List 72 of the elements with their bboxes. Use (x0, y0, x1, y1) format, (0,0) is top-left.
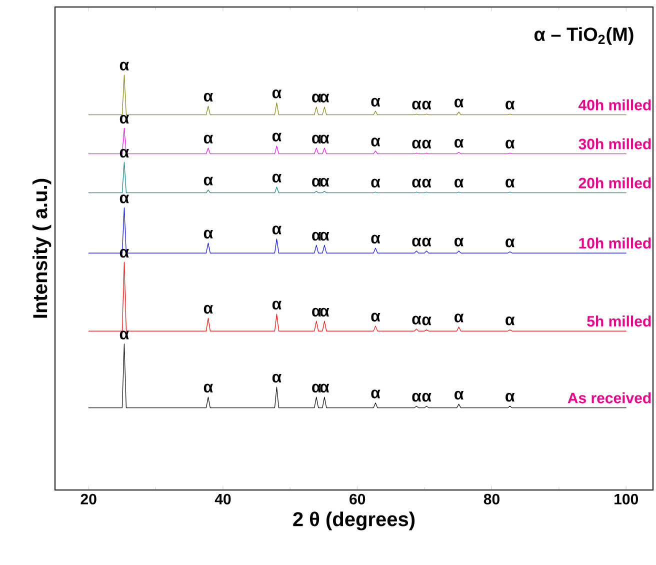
annotation: α (320, 134, 330, 144)
series-label: 30h milled (578, 138, 651, 150)
annotation: α (320, 178, 330, 187)
annotation: α (120, 114, 129, 124)
annotation: α (371, 234, 380, 244)
series-label: 20h milled (578, 177, 651, 188)
annotation: α (412, 178, 422, 188)
annotation: α (312, 178, 322, 187)
annotation: α (320, 308, 330, 317)
annotation: α (312, 134, 322, 144)
annotation: α (422, 140, 432, 149)
annotation: α (506, 392, 515, 402)
y-axis-title: Intensity ( a.u.) (32, 178, 52, 318)
annotation: α (320, 232, 330, 241)
x-axis-title: 2 θ (degrees) (293, 512, 415, 530)
annotation: α (412, 140, 422, 149)
annotation: α (312, 232, 322, 241)
annotation: α (506, 316, 515, 326)
annotation: α (272, 300, 282, 310)
annotation: α (272, 90, 282, 98)
annotation: α (422, 238, 432, 246)
annotation: α (120, 194, 129, 204)
annotation: α (422, 392, 432, 402)
series-label: 5h milled (587, 316, 651, 327)
annotation: α (272, 174, 282, 183)
annotation: α (371, 390, 380, 398)
annotation: α (454, 314, 464, 322)
annotation: α (320, 384, 330, 393)
annotation: α (204, 134, 213, 144)
annotation: α (272, 374, 282, 383)
text: α – TiO$_{2}$(M) (534, 27, 634, 45)
annotation: α (412, 100, 422, 110)
annotation: α (272, 132, 282, 142)
annotation: α (506, 178, 515, 188)
annotation: α (422, 178, 432, 188)
annotation: α (454, 138, 464, 148)
annotation: α (454, 238, 464, 246)
x-tick-label: 20 (80, 494, 96, 504)
annotation: α (422, 316, 432, 326)
annotation: α (506, 140, 515, 149)
annotation: α (412, 238, 422, 246)
annotation: α (454, 178, 464, 188)
annotation: α (312, 94, 322, 102)
series-label: As received (568, 392, 651, 404)
x-tick-label: 80 (484, 494, 500, 504)
annotation: α (454, 390, 464, 400)
annotation: α (204, 92, 213, 102)
annotation: α (412, 392, 422, 402)
annotation: α (371, 312, 380, 322)
annotation: α (412, 316, 422, 324)
series-label: 40h milled (578, 99, 651, 110)
annotation: α (371, 178, 380, 188)
x-tick-label: 60 (350, 494, 366, 504)
annotation: α (506, 100, 515, 110)
x-tick-label: 100 (614, 494, 638, 504)
annotation: α (120, 330, 129, 340)
annotation: α (422, 100, 432, 110)
annotation: α (312, 308, 322, 317)
annotation: α (204, 384, 213, 393)
x-tick-label: 40 (214, 494, 231, 504)
annotation: α (371, 138, 380, 146)
annotation: α (320, 94, 330, 102)
annotation: α (204, 176, 213, 186)
annotation: α (454, 98, 464, 108)
annotation: α (204, 230, 213, 239)
series-label: 10h milled (579, 238, 651, 249)
annotation: α (272, 226, 282, 234)
annotation: α (371, 98, 380, 107)
annotation: α (204, 304, 213, 314)
annotation: α (120, 62, 129, 70)
annotation: α (312, 384, 322, 393)
annotation: α (506, 238, 515, 248)
